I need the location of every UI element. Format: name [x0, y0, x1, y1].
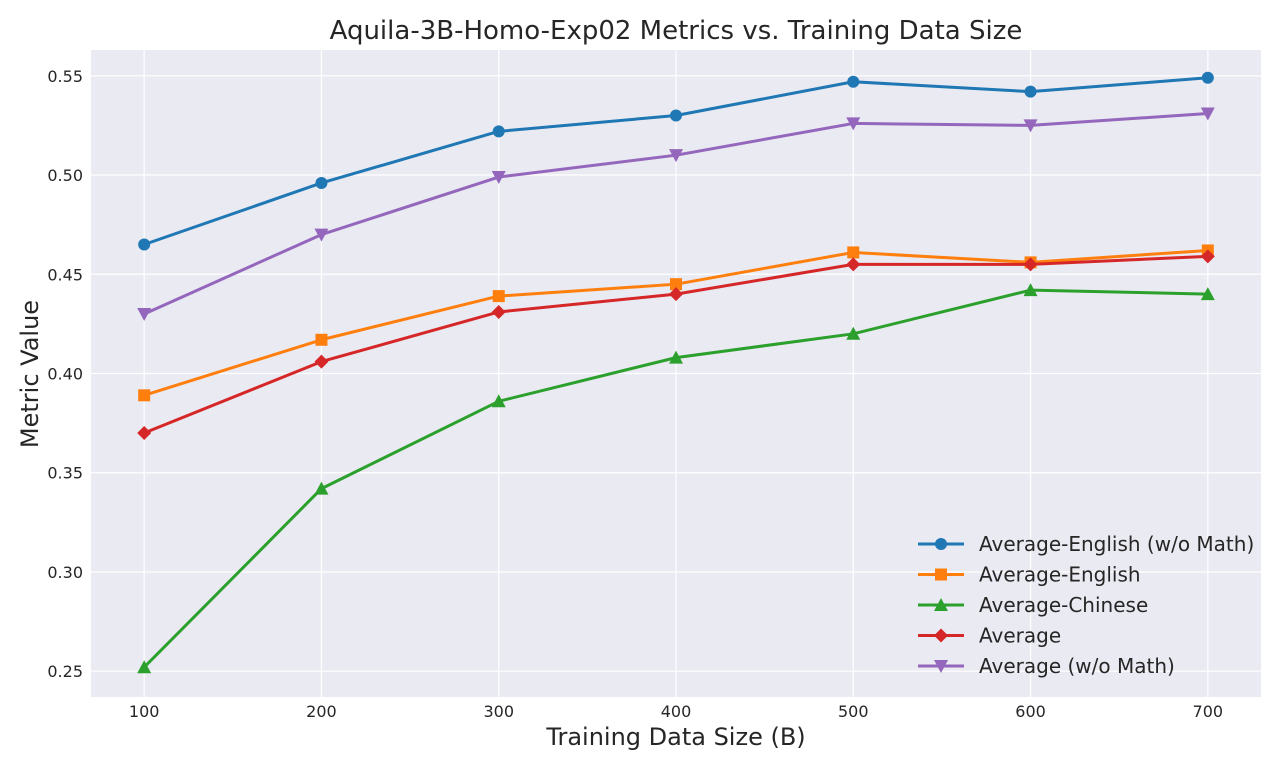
- square-marker: [847, 246, 860, 259]
- x-tick-label: 500: [838, 702, 869, 721]
- series-0: [138, 71, 1214, 251]
- triangle-up-marker: [137, 660, 152, 674]
- series-2: [137, 283, 1215, 674]
- x-axis-label: Training Data Size (B): [545, 723, 805, 751]
- series-4: [137, 107, 1215, 321]
- triangle-up-marker: [1200, 287, 1215, 301]
- x-tick-label: 300: [483, 702, 514, 721]
- square-marker: [492, 290, 505, 303]
- grid: [91, 50, 1261, 697]
- triangle-down-marker: [491, 171, 506, 185]
- y-tick-label: 0.30: [47, 563, 83, 582]
- triangle-up-marker: [846, 326, 861, 340]
- y-axis-label: Metric Value: [16, 300, 44, 448]
- triangle-down-marker: [1200, 107, 1215, 121]
- diamond-marker: [137, 426, 152, 441]
- diamond-marker: [1200, 249, 1215, 264]
- y-tick-label: 0.55: [47, 67, 83, 86]
- square-marker: [315, 333, 328, 346]
- circle-marker: [847, 75, 860, 88]
- legend-item: Average-Chinese: [918, 593, 1148, 617]
- legend-item: Average-English (w/o Math): [918, 532, 1254, 556]
- series-layer: [137, 71, 1215, 674]
- circle-marker: [138, 238, 151, 251]
- triangle-up-marker: [1023, 283, 1038, 297]
- chart-title: Aquila-3B-Homo-Exp02 Metrics vs. Trainin…: [330, 16, 1023, 46]
- triangle-down-marker: [934, 660, 948, 673]
- y-axis-ticks: 0.25 0.30 0.35 0.40 0.45 0.50 0.55: [47, 67, 83, 681]
- x-axis-ticks: 100 200 300 400 500 600 700: [129, 702, 1223, 721]
- legend-label: Average (w/o Math): [979, 654, 1175, 678]
- triangle-down-marker: [137, 307, 152, 321]
- diamond-marker: [491, 304, 506, 319]
- legend: Average-English (w/o Math) Average-Englis…: [918, 532, 1254, 678]
- y-tick-label: 0.40: [47, 365, 83, 384]
- triangle-down-marker: [1023, 119, 1038, 133]
- diamond-marker: [934, 628, 948, 643]
- x-tick-label: 400: [661, 702, 692, 721]
- y-tick-label: 0.50: [47, 166, 83, 185]
- y-tick-label: 0.45: [47, 265, 83, 284]
- y-tick-label: 0.25: [47, 662, 83, 681]
- triangle-up-marker: [669, 350, 683, 364]
- x-tick-label: 100: [129, 702, 160, 721]
- diamond-marker: [1023, 257, 1038, 272]
- square-marker: [138, 389, 151, 402]
- square-marker: [935, 568, 947, 581]
- legend-label: Average-English: [979, 563, 1141, 587]
- triangle-up-marker: [314, 481, 329, 495]
- x-tick-label: 700: [1193, 702, 1224, 721]
- diamond-marker: [669, 287, 683, 302]
- x-tick-label: 200: [306, 702, 337, 721]
- circle-marker: [492, 125, 505, 138]
- triangle-up-marker: [491, 394, 506, 408]
- triangle-down-marker: [669, 149, 683, 163]
- legend-item: Average (w/o Math): [918, 654, 1175, 678]
- legend-label: Average-English (w/o Math): [979, 532, 1254, 556]
- circle-marker: [1024, 85, 1037, 98]
- y-tick-label: 0.35: [47, 464, 83, 483]
- triangle-up-marker: [934, 598, 948, 611]
- circle-marker: [670, 109, 682, 122]
- diamond-marker: [314, 354, 329, 369]
- legend-item: Average-English: [918, 563, 1141, 587]
- legend-label: Average-Chinese: [979, 593, 1148, 617]
- series-3: [137, 249, 1215, 441]
- circle-marker: [1201, 71, 1214, 84]
- triangle-down-marker: [846, 117, 861, 131]
- legend-label: Average: [979, 624, 1061, 648]
- triangle-down-marker: [314, 228, 329, 242]
- diamond-marker: [846, 257, 861, 272]
- legend-item: Average: [918, 624, 1061, 648]
- circle-marker: [315, 176, 328, 189]
- x-tick-label: 600: [1015, 702, 1046, 721]
- circle-marker: [935, 538, 947, 550]
- square-marker: [670, 278, 682, 291]
